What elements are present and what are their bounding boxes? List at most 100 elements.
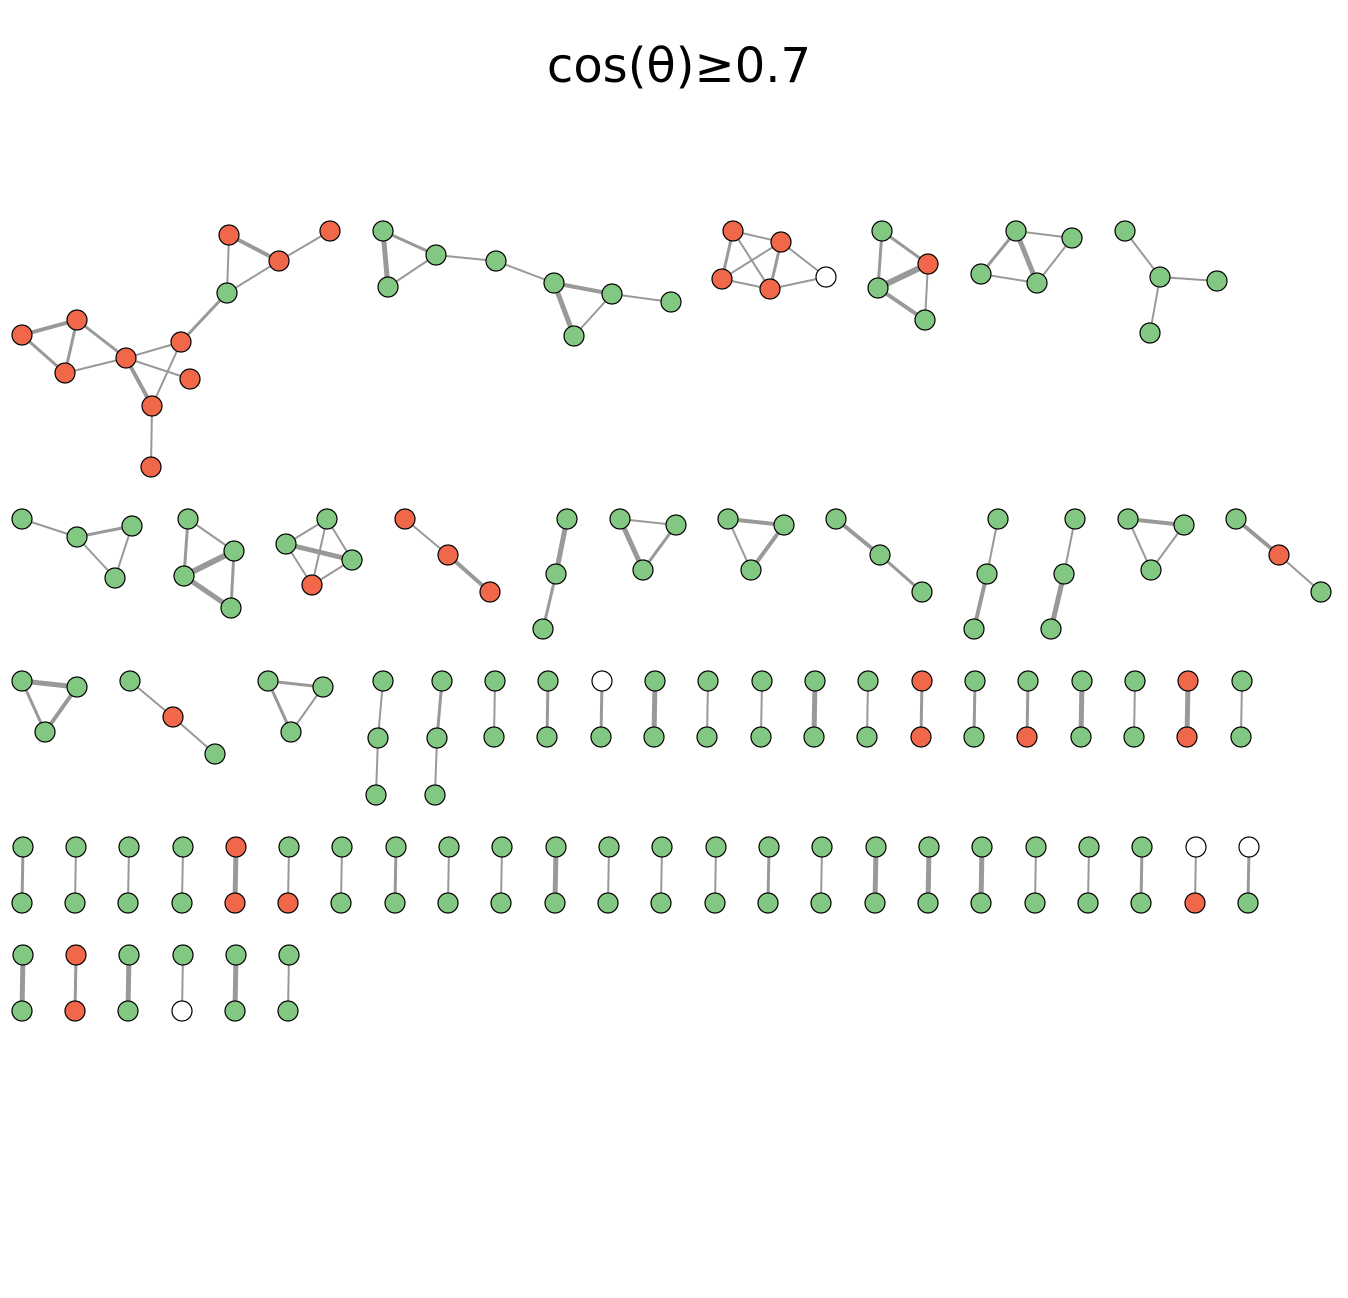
- graph-node-green: [341, 549, 363, 571]
- graph-node-green: [1070, 726, 1092, 748]
- graph-node-green: [1064, 508, 1086, 530]
- graph-node-green: [869, 544, 891, 566]
- graph-node-green: [172, 944, 194, 966]
- graph-node-green: [312, 676, 334, 698]
- graph-node-green: [803, 726, 825, 748]
- graph-node-white: [1238, 836, 1260, 858]
- graph-node-green: [173, 565, 195, 587]
- graph-node-green: [856, 726, 878, 748]
- graph-node-green: [660, 291, 682, 313]
- graph-node-green: [438, 836, 460, 858]
- graph-node-green: [563, 325, 585, 347]
- graph-node-green: [545, 563, 567, 585]
- graph-node-green: [1237, 892, 1259, 914]
- graph-node-red: [141, 395, 163, 417]
- graph-node-green: [204, 743, 226, 765]
- graph-node-red: [1268, 544, 1290, 566]
- graph-node-green: [976, 563, 998, 585]
- graph-node-green: [117, 1000, 139, 1022]
- graph-node-red: [301, 574, 323, 596]
- graph-node-green: [1124, 670, 1146, 692]
- graph-node-green: [918, 836, 940, 858]
- graph-node-green: [216, 282, 238, 304]
- graph-node-red: [170, 331, 192, 353]
- graph-node-green: [963, 726, 985, 748]
- graph-node-green: [717, 508, 739, 530]
- graph-node-red: [1184, 892, 1206, 914]
- graph-node-green: [536, 726, 558, 748]
- graph-node-green: [697, 670, 719, 692]
- graph-edge: [285, 541, 353, 563]
- graph-node-red: [66, 309, 88, 331]
- graph-node-green: [644, 670, 666, 692]
- graph-node-green: [865, 836, 887, 858]
- graph-node-green: [651, 836, 673, 858]
- graph-node-green: [970, 263, 992, 285]
- graph-node-red: [770, 231, 792, 253]
- graph-node-green: [1130, 892, 1152, 914]
- graph-node-green: [1140, 559, 1162, 581]
- graph-node-red: [277, 892, 299, 914]
- graph-node-green: [330, 892, 352, 914]
- graph-node-green: [280, 721, 302, 743]
- graph-node-green: [556, 508, 578, 530]
- graph-node-green: [601, 283, 623, 305]
- graph-node-red: [54, 362, 76, 384]
- graph-node-green: [1206, 270, 1228, 292]
- figure-title: cos(θ)≥0.7: [546, 38, 812, 94]
- graph-node-red: [1177, 670, 1199, 692]
- graph-node-green: [704, 892, 726, 914]
- graph-node-green: [65, 836, 87, 858]
- graph-node-green: [372, 220, 394, 242]
- graph-node-green: [64, 892, 86, 914]
- graph-node-green: [367, 727, 389, 749]
- graph-node-red: [162, 706, 184, 728]
- graph-node-green: [426, 727, 448, 749]
- graph-node-green: [104, 567, 126, 589]
- graph-node-green: [1053, 563, 1075, 585]
- graph-node-red: [479, 581, 501, 603]
- graph-node-green: [11, 670, 33, 692]
- graph-node-green: [1225, 508, 1247, 530]
- graph-node-green: [665, 514, 687, 536]
- graph-node-green: [914, 309, 936, 331]
- graph-node-green: [1077, 892, 1099, 914]
- graph-node-green: [1071, 670, 1093, 692]
- graph-edge: [721, 241, 782, 280]
- graph-node-green: [491, 836, 513, 858]
- graph-node-green: [365, 784, 387, 806]
- graph-node-green: [1026, 272, 1048, 294]
- graph-edge: [125, 357, 191, 380]
- graph-node-green: [825, 508, 847, 530]
- graph-node-green: [431, 670, 453, 692]
- graph-node-white: [815, 266, 837, 288]
- graph-node-green: [316, 508, 338, 530]
- graph-node-red: [11, 324, 33, 346]
- graph-node-red: [394, 508, 416, 530]
- graph-node-red: [319, 220, 341, 242]
- graph-node-green: [11, 1000, 33, 1022]
- graph-node-green: [1114, 220, 1136, 242]
- graph-node-green: [385, 836, 407, 858]
- graph-node-green: [758, 836, 780, 858]
- graph-node-green: [172, 836, 194, 858]
- graph-node-green: [1005, 220, 1027, 242]
- graph-node-green: [810, 892, 832, 914]
- graph-node-green: [1117, 508, 1139, 530]
- graph-node-green: [864, 892, 886, 914]
- graph-node-green: [485, 250, 507, 272]
- graph-node-green: [1024, 892, 1046, 914]
- graph-node-green: [597, 892, 619, 914]
- graph-node-green: [257, 670, 279, 692]
- graph-node-red: [218, 224, 240, 246]
- graph-node-red: [268, 250, 290, 272]
- graph-node-red: [179, 368, 201, 390]
- graph-node-red: [1016, 726, 1038, 748]
- graph-node-green: [490, 892, 512, 914]
- graph-node-red: [65, 944, 87, 966]
- graph-node-green: [773, 514, 795, 536]
- graph-node-green: [225, 944, 247, 966]
- graph-node-green: [277, 1000, 299, 1022]
- graph-node-green: [964, 670, 986, 692]
